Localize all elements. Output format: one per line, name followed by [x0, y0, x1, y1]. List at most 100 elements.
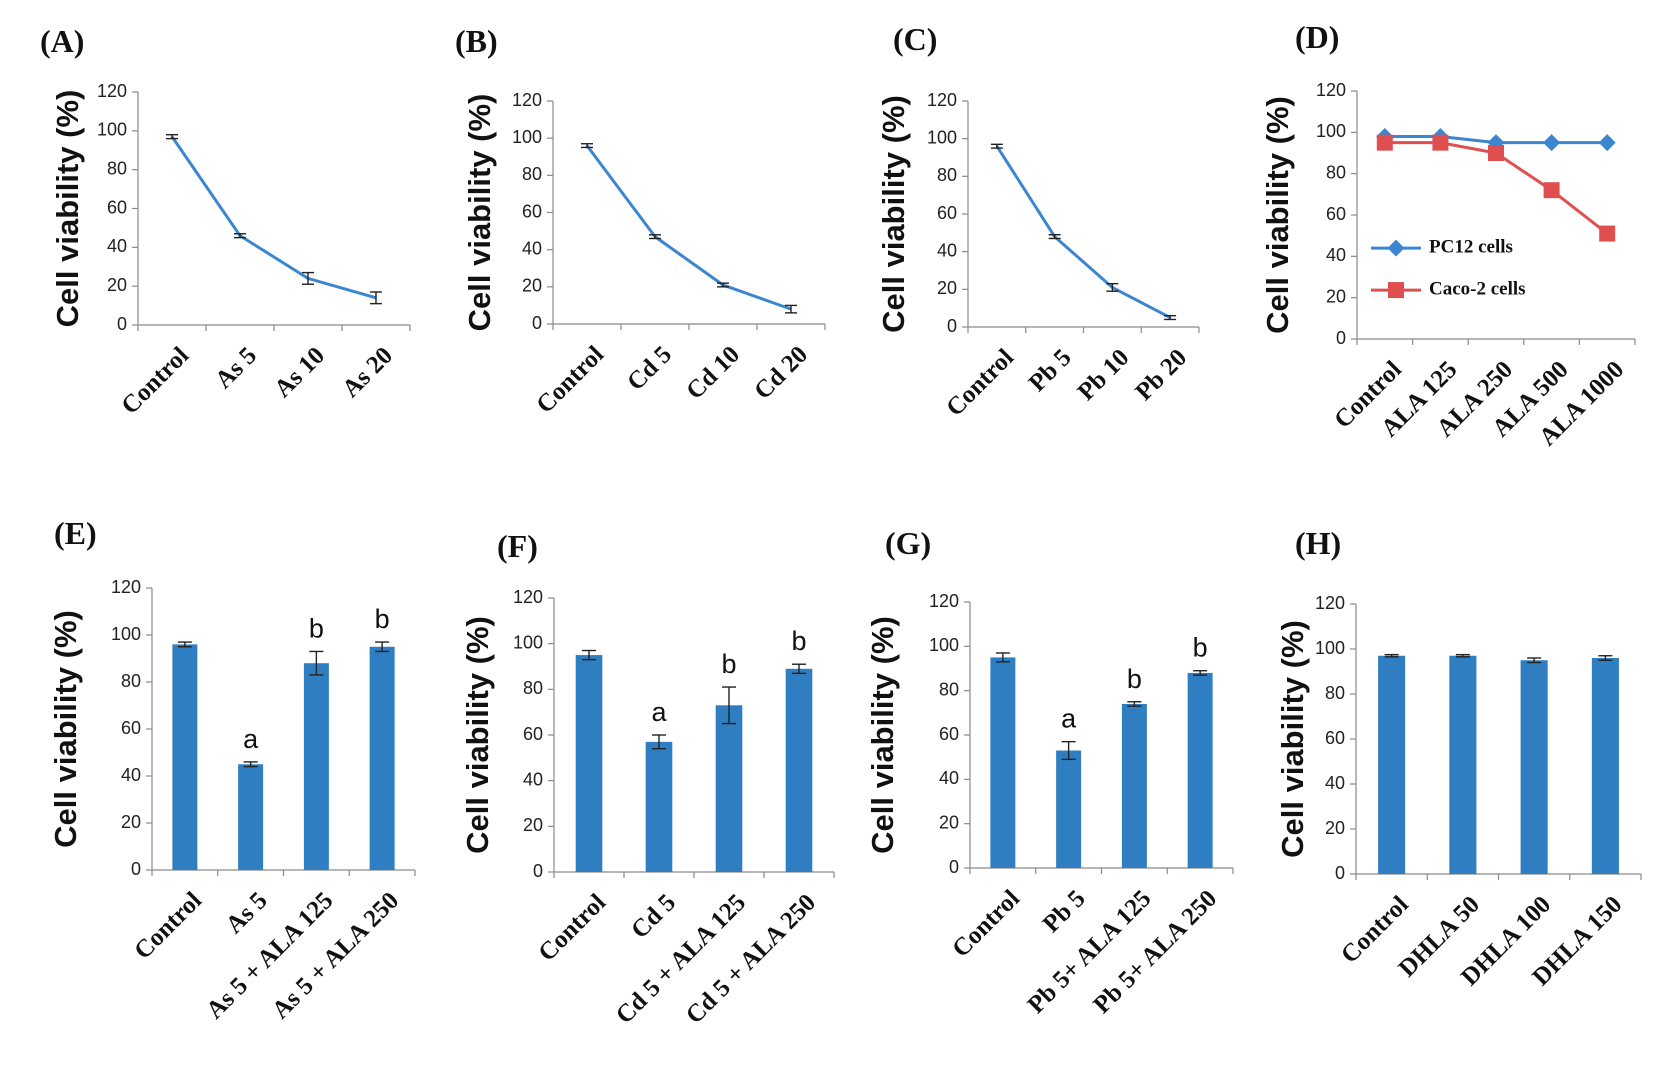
y-tick-label: 20 [522, 276, 542, 296]
panel-label: (C) [893, 21, 937, 57]
y-axis-label: Cell viability (%) [48, 610, 83, 848]
y-tick-label: 120 [513, 587, 543, 607]
data-point-diamond [1543, 134, 1561, 152]
x-tick-label: As 5 [221, 887, 273, 939]
y-tick-label: 0 [1335, 863, 1345, 883]
y-tick-label: 40 [939, 768, 959, 788]
significance-label: a [1061, 704, 1077, 734]
significance-label: b [309, 613, 324, 643]
bar [715, 705, 743, 872]
x-tick-label: Control [116, 342, 194, 420]
bar [645, 741, 673, 872]
y-tick-label: 20 [121, 812, 141, 832]
x-tick-label: As 5 [210, 342, 262, 394]
panel-a: (A) Cell viability (%) 0 20 40 60 80 100 120 Cont… [40, 23, 411, 420]
bar [785, 668, 813, 872]
significance-label: b [721, 649, 736, 679]
data-point-square [1432, 134, 1449, 151]
legend-marker-diamond [1387, 239, 1405, 257]
y-axis-label: Cell viability (%) [865, 616, 900, 854]
panel-label: (F) [497, 528, 538, 564]
panel-h: (H)Cell viability (%)020406080100120Cont… [1275, 525, 1642, 991]
y-tick-label: 20 [1326, 286, 1346, 306]
y-tick-label: 120 [111, 577, 141, 597]
y-tick-label: 40 [1326, 245, 1346, 265]
y-axis-label: Cell viability (%) [462, 94, 497, 332]
y-tick-label: 0 [947, 316, 957, 336]
bar [369, 646, 395, 870]
x-tick-label: Cd 10 [681, 341, 745, 405]
y-tick-label: 100 [1315, 638, 1345, 658]
panel-label: (H) [1295, 525, 1341, 561]
significance-label: b [791, 626, 806, 656]
significance-label: a [651, 697, 667, 727]
bar [238, 764, 264, 870]
bar [303, 663, 329, 870]
data-point-square [1376, 134, 1393, 151]
panel-c: (C) Cell viability (%) 0 20 40 60 80 100 120 Cont… [876, 21, 1200, 422]
series-line [170, 135, 377, 300]
y-tick-label: 60 [939, 724, 959, 744]
y-tick-label: 80 [1325, 683, 1345, 703]
y-tick-label: 100 [929, 635, 959, 655]
x-tick-label: Pb 5 [1024, 344, 1077, 397]
y-tick-label: 40 [1325, 773, 1345, 793]
y-tick-label: 40 [121, 765, 141, 785]
y-axis-label: Cell viability (%) [1275, 620, 1310, 858]
y-tick-label: 0 [533, 861, 543, 881]
y-tick-label: 80 [1326, 162, 1346, 182]
panel-label: (D) [1295, 19, 1339, 55]
y-tick-label: 120 [927, 90, 957, 110]
y-tick-label: 60 [121, 718, 141, 738]
y-tick-label: 60 [1325, 728, 1345, 748]
y-tick-label: 0 [949, 857, 959, 877]
y-tick-label: 20 [523, 815, 543, 835]
y-tick-label: 20 [937, 278, 957, 298]
y-tick-label: 80 [522, 164, 542, 184]
y-tick-label: 120 [97, 81, 127, 101]
y-tick-label: 80 [937, 165, 957, 185]
bar [1056, 750, 1082, 868]
x-tick-label: Cd 20 [749, 341, 813, 405]
panel-d: (D)Cell viability (%)020406080100120Cont… [1260, 19, 1636, 451]
significance-label: b [1193, 633, 1208, 663]
bar [1449, 655, 1477, 874]
panel-label: (B) [455, 23, 498, 59]
bar [1378, 655, 1406, 874]
significance-label: b [375, 604, 390, 634]
y-tick-label: 120 [929, 591, 959, 611]
y-tick-label: 100 [97, 120, 127, 140]
data-point-square [1543, 182, 1560, 199]
x-tick-label: Control [947, 885, 1025, 963]
y-tick-label: 100 [111, 624, 141, 644]
bar [1520, 660, 1548, 874]
x-tick-label: Cd 5 [622, 341, 677, 396]
x-tick-label: Cd 5 + ALA 250 [681, 889, 821, 1029]
y-tick-label: 100 [1316, 121, 1346, 141]
x-tick-label: As 10 [269, 342, 330, 403]
panel-e: (E) Cell viability (%) 0 20 40 60 80 100 120 Cont… [48, 515, 416, 1024]
y-tick-label: 80 [121, 671, 141, 691]
series-line [995, 145, 1171, 319]
y-tick-label: 0 [1336, 328, 1346, 348]
y-tick-label: 120 [1316, 80, 1346, 100]
x-tick-label: Pb 5 [1038, 885, 1091, 938]
y-tick-label: 120 [1315, 593, 1345, 613]
x-tick-label: Control [129, 887, 207, 965]
y-tick-label: 0 [131, 859, 141, 879]
y-tick-label: 100 [512, 127, 542, 147]
y-axis-label: Cell viability (%) [1260, 96, 1295, 334]
y-tick-label: 60 [522, 201, 542, 221]
x-tick-label: Cd 5 [626, 889, 681, 944]
y-tick-label: 20 [1325, 818, 1345, 838]
bar [1121, 703, 1147, 868]
y-tick-label: 80 [523, 678, 543, 698]
y-tick-label: 40 [107, 236, 127, 256]
x-tick-label: Cd 5 + ALA 125 [611, 889, 751, 1029]
bar [990, 657, 1016, 868]
x-tick-label: Pb 20 [1130, 344, 1192, 406]
bar [1591, 658, 1619, 874]
panel-label: (G) [885, 525, 931, 561]
panel-f: (F) Cell viability (%) 0 20 40 60 80 100 120 Cont… [460, 528, 835, 1029]
